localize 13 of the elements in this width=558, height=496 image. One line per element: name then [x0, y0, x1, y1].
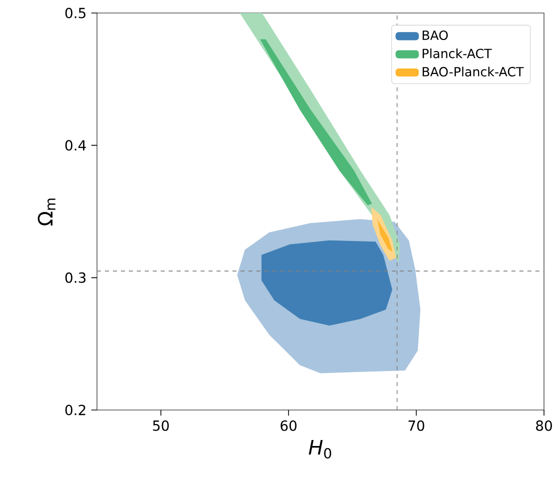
y-axis-title: Ω$_{m}$	[38, 198, 56, 226]
y-tick-label: 0.2	[65, 404, 86, 416]
x-tick-label: 50	[153, 420, 169, 431]
x-axis-title: H$_{0}$	[308, 440, 332, 459]
y-tick-label: 0.5	[65, 8, 86, 18]
legend-label: Planck-ACT	[422, 48, 492, 58]
legend-label: BAO-Planck-ACT	[422, 66, 524, 76]
y-tick-label: 0.4	[65, 140, 86, 151]
x-tick-label: 80	[536, 420, 552, 431]
legend-label: BAO	[422, 30, 448, 40]
y-tick-label: 0.3	[65, 272, 86, 283]
x-tick-label: 60	[280, 420, 297, 431]
x-tick-label: 70	[408, 420, 424, 431]
